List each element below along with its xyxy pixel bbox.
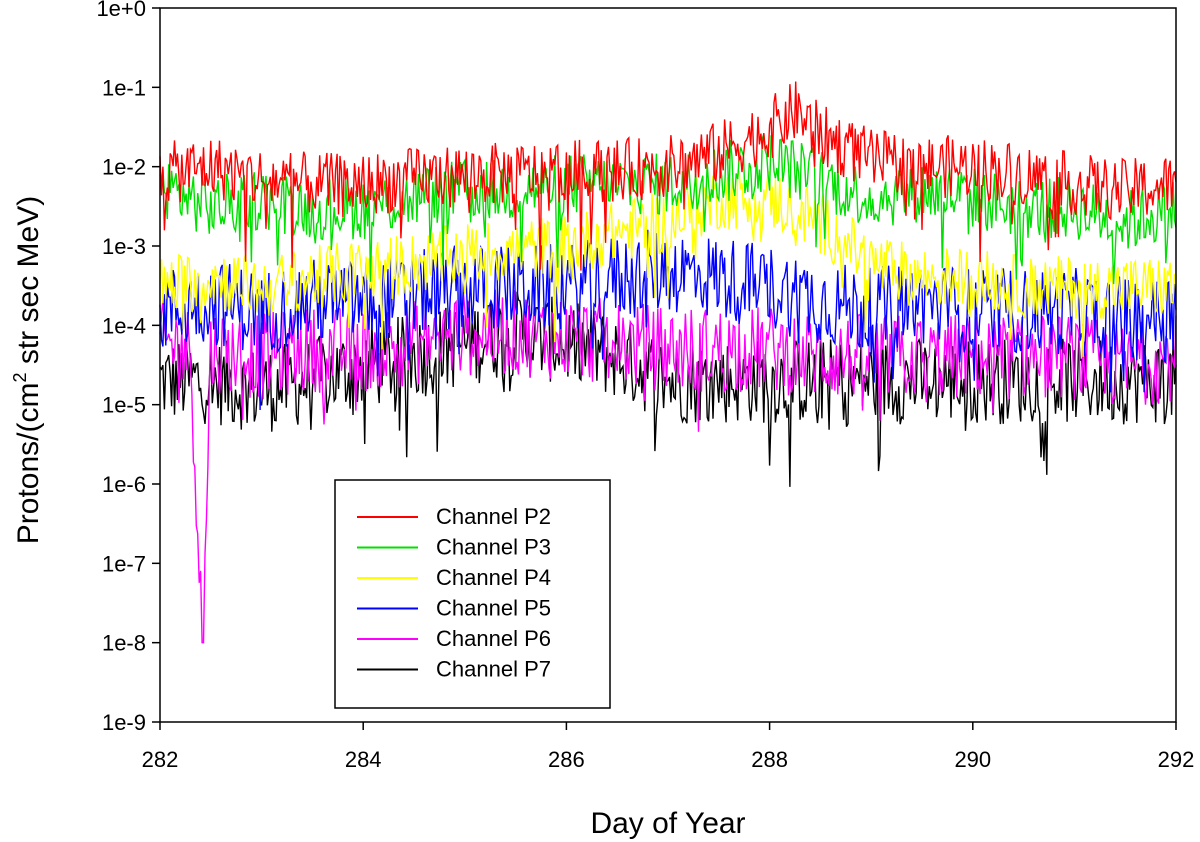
y-axis-title-superscript: 2 xyxy=(10,372,30,382)
plot-frame xyxy=(159,7,1177,723)
y-tick-label: 1e-8 xyxy=(102,631,146,656)
ticks-layer: 282 284 286 288 290 292 1e+0 1e-1 1e-2 1e-3 1e-4 1e… xyxy=(96,0,1194,772)
x-tick-label: 290 xyxy=(954,747,991,772)
y-axis-title: Protons/(cm2 str sec MeV) xyxy=(10,196,45,544)
series-line xyxy=(159,291,1177,487)
series-line xyxy=(159,289,1177,644)
y-tick-label: 1e-4 xyxy=(102,313,146,338)
legend-label: Channel P5 xyxy=(436,596,551,621)
legend-label: Channel P3 xyxy=(436,535,551,560)
x-tick-label: 288 xyxy=(751,747,788,772)
y-tick-label: 1e-9 xyxy=(102,710,146,735)
legend-label: Channel P2 xyxy=(436,504,551,529)
y-tick-label: 1e-3 xyxy=(102,234,146,259)
x-axis-title: Day of Year xyxy=(590,807,745,840)
x-tick-label: 282 xyxy=(142,747,179,772)
y-tick-label: 1e-7 xyxy=(102,551,146,576)
y-tick-label: 1e-2 xyxy=(102,155,146,180)
y-tick-label: 1e-6 xyxy=(102,472,146,497)
legend-label: Channel P6 xyxy=(436,626,551,651)
y-tick-label: 1e-5 xyxy=(102,393,146,418)
y-tick-label: 1e+0 xyxy=(96,0,146,21)
y-axis-title-main: Protons/(cm xyxy=(12,383,45,545)
legend-label: Channel P4 xyxy=(436,565,551,590)
y-axis-title-tail: str sec MeV) xyxy=(12,196,45,373)
series-layer xyxy=(159,81,1177,644)
x-tick-label: 286 xyxy=(548,747,585,772)
legend-label: Channel P7 xyxy=(436,657,551,682)
y-tick-label: 1e-1 xyxy=(102,75,146,100)
series-line xyxy=(159,81,1177,271)
x-tick-label: 292 xyxy=(1158,747,1195,772)
x-tick-label: 284 xyxy=(345,747,382,772)
legend: Channel P2 Channel P3 Channel P4 Channel P5… xyxy=(334,479,611,709)
series-line xyxy=(159,169,1177,357)
